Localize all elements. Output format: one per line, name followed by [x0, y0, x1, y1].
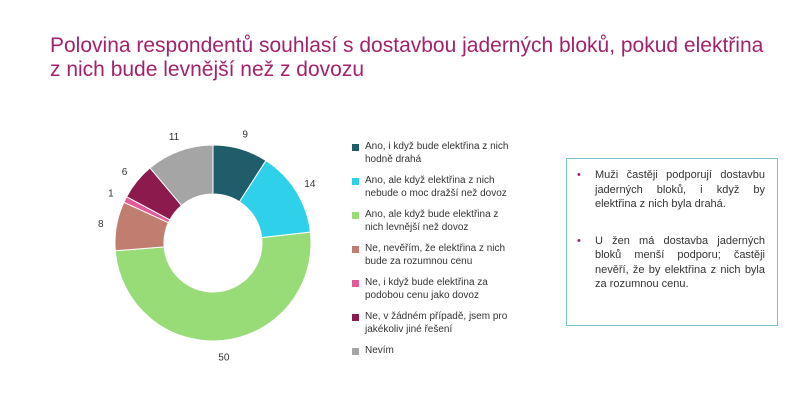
- slice-value-label: 6: [122, 167, 128, 178]
- donut-slice: [149, 144, 214, 207]
- legend-label: Nevím: [365, 345, 394, 356]
- note-item: • Muži častěji podporují dostavbu jadern…: [577, 168, 765, 212]
- chart-legend: Ano, i když bude elektřina z nich hodně d…: [352, 140, 542, 365]
- slice-value-label: 9: [242, 130, 248, 141]
- bullet-icon: •: [577, 169, 581, 181]
- legend-item: Ano, i když bude elektřina z nich hodně d…: [352, 140, 542, 166]
- legend-item: Nevím: [352, 344, 542, 357]
- title-line-2: z nich bude levnější než z dovozu: [50, 58, 365, 81]
- legend-item: Ano, ale když bude elektřina z nich levně…: [352, 208, 542, 234]
- legend-swatch: [352, 212, 359, 219]
- legend-label: Ano, i když bude elektřina z nich hodně d…: [365, 141, 509, 165]
- legend-label: Ne, nevěřím, že elektřina z nich bude za …: [365, 243, 506, 267]
- legend-swatch: [352, 348, 359, 355]
- note-text: Muži častěji podporují dostavbu jadernýc…: [595, 169, 765, 210]
- legend-item: Ano, ale když elektřina z nich nebude o m…: [352, 174, 542, 200]
- legend-label: Ne, i když bude elektřina za podobou cenu…: [365, 277, 488, 301]
- legend-swatch: [352, 144, 359, 151]
- page-title: Polovina respondentů souhlasí s dostavbo…: [50, 34, 780, 82]
- legend-label: Ne, v žádném případě, jsem pro jakékoliv …: [365, 311, 508, 335]
- legend-label: Ano, ale když elektřina z nich nebude o m…: [365, 175, 507, 199]
- donut-chart: 9 14 50 8 16 11: [98, 130, 316, 364]
- legend-item: Ne, v žádném případě, jsem pro jakékoliv …: [352, 310, 542, 336]
- slice-value-label: 50: [218, 352, 230, 363]
- findings-box: • Muži častěji podporují dostavbu jadern…: [566, 158, 778, 326]
- legend-swatch: [352, 178, 359, 185]
- slice-value-label: 8: [98, 219, 104, 230]
- donut-slice: [114, 231, 312, 342]
- legend-swatch: [352, 314, 359, 321]
- legend-label: Ano, ale když bude elektřina z nich levně…: [365, 209, 499, 233]
- bullet-icon: •: [577, 234, 581, 247]
- title-line-1: Polovina respondentů souhlasí s dostavbo…: [50, 34, 764, 57]
- slice-value-label: 11: [169, 132, 180, 143]
- slice-value-label: 14: [304, 179, 316, 190]
- slice-value-label: 1: [108, 188, 114, 199]
- legend-swatch: [352, 280, 359, 287]
- note-item: • U žen má dostavba jaderných bloků menš…: [577, 234, 765, 292]
- note-text: U žen má dostavba jaderných bloků menší …: [595, 234, 765, 291]
- legend-swatch: [352, 246, 359, 253]
- legend-item: Ne, nevěřím, že elektřina z nich bude za …: [352, 242, 542, 268]
- legend-item: Ne, i když bude elektřina za podobou cenu…: [352, 276, 542, 302]
